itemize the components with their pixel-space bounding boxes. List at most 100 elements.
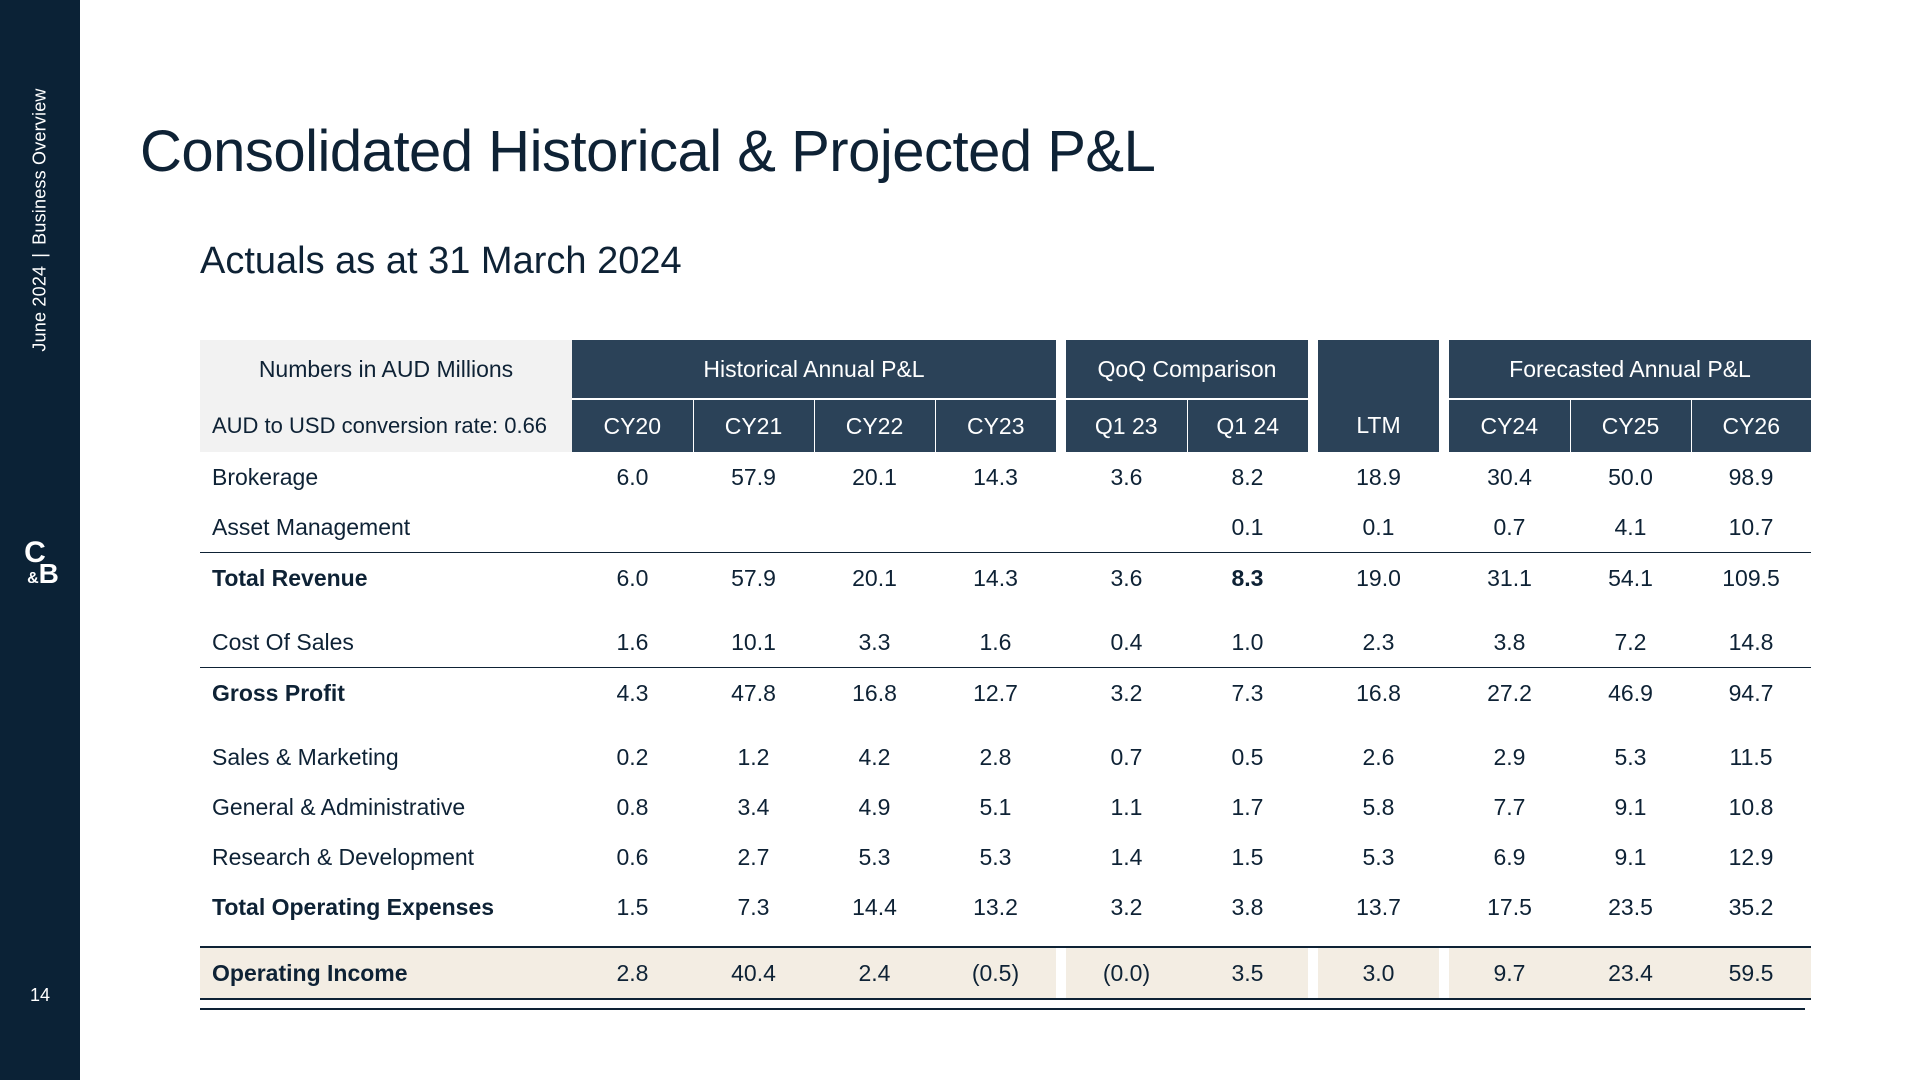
table-cell: 5.3 bbox=[979, 843, 1012, 870]
table-row: Asset Management 0.1 0.1 0.7 4.1 10.7 bbox=[200, 502, 1811, 553]
table-cell: 20.1 bbox=[852, 463, 897, 490]
logo-letter-b: B bbox=[38, 558, 59, 589]
table-cell: 1.1 bbox=[1110, 793, 1143, 820]
col-header: CY22 bbox=[813, 399, 935, 452]
table-cell: 7.2 bbox=[1614, 628, 1647, 655]
table-cell: 46.9 bbox=[1570, 667, 1691, 718]
table-cell: 40.4 bbox=[693, 946, 814, 1000]
pl-table-body: Brokerage 6.0 57.9 20.1 14.3 3.6 8.2 18.9 30.4 50… bbox=[200, 452, 1812, 1000]
table-row: Total Operating Expenses 1.5 7.3 14.4 13.2 3.… bbox=[200, 882, 1811, 932]
table-cell: 2.3 bbox=[1362, 628, 1395, 655]
table-cell: 0.2 bbox=[616, 743, 649, 770]
table-row: General & Administrative 0.8 3.4 4.9 5.1 1.1 1… bbox=[200, 782, 1811, 832]
table-cell: 6.0 bbox=[616, 463, 649, 490]
table-cell: 47.8 bbox=[693, 667, 814, 718]
table-cell: 16.8 bbox=[814, 667, 935, 718]
table-cell: 10.1 bbox=[731, 628, 776, 655]
table-cell: 109.5 bbox=[1691, 552, 1812, 603]
table-cell bbox=[814, 502, 935, 553]
table-cell: 3.5 bbox=[1187, 946, 1308, 1000]
table-cell bbox=[693, 502, 814, 553]
pl-table: Numbers in AUD Millions Historical Annua… bbox=[200, 340, 1812, 1000]
group-forecast: Forecasted Annual P&L bbox=[1449, 340, 1812, 400]
table-cell: 10.8 bbox=[1728, 793, 1774, 820]
table-cell: 7.7 bbox=[1493, 793, 1526, 820]
table-cell: 0.6 bbox=[616, 843, 649, 870]
table-cell: 5.3 bbox=[858, 843, 891, 870]
col-header: Q1 23 bbox=[1066, 399, 1187, 452]
table-cell: 7.3 bbox=[1187, 667, 1308, 718]
table-cell: 6.9 bbox=[1493, 843, 1526, 870]
table-cell: 5.1 bbox=[979, 793, 1012, 820]
table-cell: (0.5) bbox=[935, 946, 1056, 1000]
table-cell: 9.7 bbox=[1449, 946, 1570, 1000]
sidebar-section: Business Overview bbox=[29, 88, 50, 245]
table-cell: 2.4 bbox=[814, 946, 935, 1000]
table-cell: 1.5 bbox=[1231, 843, 1264, 870]
table-cell: 4.9 bbox=[858, 793, 891, 820]
table-cell: 2.6 bbox=[1362, 743, 1395, 770]
table-cell: 18.9 bbox=[1356, 463, 1401, 490]
table-cell: 3.8 bbox=[1231, 893, 1264, 920]
col-header: CY24 bbox=[1449, 399, 1570, 452]
table-cell: 57.9 bbox=[731, 463, 776, 490]
table-cell: 59.5 bbox=[1691, 946, 1812, 1000]
row-label: Total Revenue bbox=[200, 552, 572, 603]
table-cell: 5.3 bbox=[1362, 843, 1395, 870]
table-cell: 0.8 bbox=[616, 793, 649, 820]
table-cell: 57.9 bbox=[693, 552, 814, 603]
page-number: 14 bbox=[29, 985, 51, 1005]
table-cell: 13.7 bbox=[1356, 893, 1401, 920]
table-cell: 3.6 bbox=[1110, 463, 1143, 490]
table-cell: 94.7 bbox=[1691, 667, 1812, 718]
table-cell: 2.7 bbox=[737, 843, 770, 870]
table-cell: 12.9 bbox=[1728, 843, 1774, 870]
logo-letters-amp-b: &B bbox=[6, 560, 80, 588]
table-cell: 9.1 bbox=[1614, 793, 1647, 820]
table-cell: 14.8 bbox=[1728, 628, 1774, 655]
table-cell: 50.0 bbox=[1608, 463, 1653, 490]
table-cell: 4.1 bbox=[1614, 513, 1647, 540]
table-cell: 0.1 bbox=[1231, 513, 1264, 540]
table-cell: 1.7 bbox=[1231, 793, 1264, 820]
page-subtitle: Actuals as at 31 March 2024 bbox=[200, 240, 682, 282]
table-cell: 35.2 bbox=[1728, 893, 1774, 920]
page-title: Consolidated Historical & Projected P&L bbox=[140, 119, 1156, 184]
table-cell: 1.4 bbox=[1110, 843, 1143, 870]
table-row: Research & Development 0.6 2.7 5.3 5.3 1.4 1.5… bbox=[200, 832, 1811, 882]
table-cell: 0.7 bbox=[1493, 513, 1526, 540]
table-cell: 1.2 bbox=[737, 743, 770, 770]
table-cell: 54.1 bbox=[1570, 552, 1691, 603]
table-cell: 1.6 bbox=[616, 628, 649, 655]
conversion-rate-label: AUD to USD conversion rate: 0.66 bbox=[200, 399, 572, 452]
group-historical: Historical Annual P&L bbox=[572, 340, 1056, 400]
table-cell: 27.2 bbox=[1449, 667, 1570, 718]
table-cell: 13.2 bbox=[973, 893, 1018, 920]
table-cell bbox=[935, 502, 1056, 553]
row-label: Asset Management bbox=[212, 513, 411, 540]
table-cell: 3.0 bbox=[1318, 946, 1439, 1000]
row-label: Brokerage bbox=[212, 463, 319, 490]
table-cell: 17.5 bbox=[1487, 893, 1532, 920]
group-ltm-blank bbox=[1318, 340, 1439, 399]
table-row: Total Revenue 6.0 57.9 20.1 14.3 3.6 8.3 19.0 31… bbox=[200, 552, 1812, 603]
table-cell: 2.8 bbox=[979, 743, 1012, 770]
table-cell: 2.9 bbox=[1493, 743, 1526, 770]
col-header: CY21 bbox=[692, 399, 814, 452]
table-cell: 3.3 bbox=[858, 628, 891, 655]
table-cell: 5.8 bbox=[1362, 793, 1395, 820]
table-cell: 0.4 bbox=[1110, 628, 1143, 655]
table-cell: 5.3 bbox=[1614, 743, 1647, 770]
table-cell bbox=[1066, 502, 1187, 553]
table-cell: 12.7 bbox=[935, 667, 1056, 718]
table-cell: 3.2 bbox=[1110, 893, 1143, 920]
row-label: Total Operating Expenses bbox=[212, 893, 495, 920]
table-cell: 19.0 bbox=[1318, 552, 1439, 603]
table-cell: 31.1 bbox=[1449, 552, 1570, 603]
table-cell: 16.8 bbox=[1318, 667, 1439, 718]
table-cell: 4.3 bbox=[572, 667, 693, 718]
col-header: Q1 24 bbox=[1186, 399, 1308, 452]
table-cell: 0.5 bbox=[1231, 743, 1264, 770]
table-cell: 8.3 bbox=[1187, 552, 1308, 603]
table-bottom-rule bbox=[200, 1008, 1805, 1010]
